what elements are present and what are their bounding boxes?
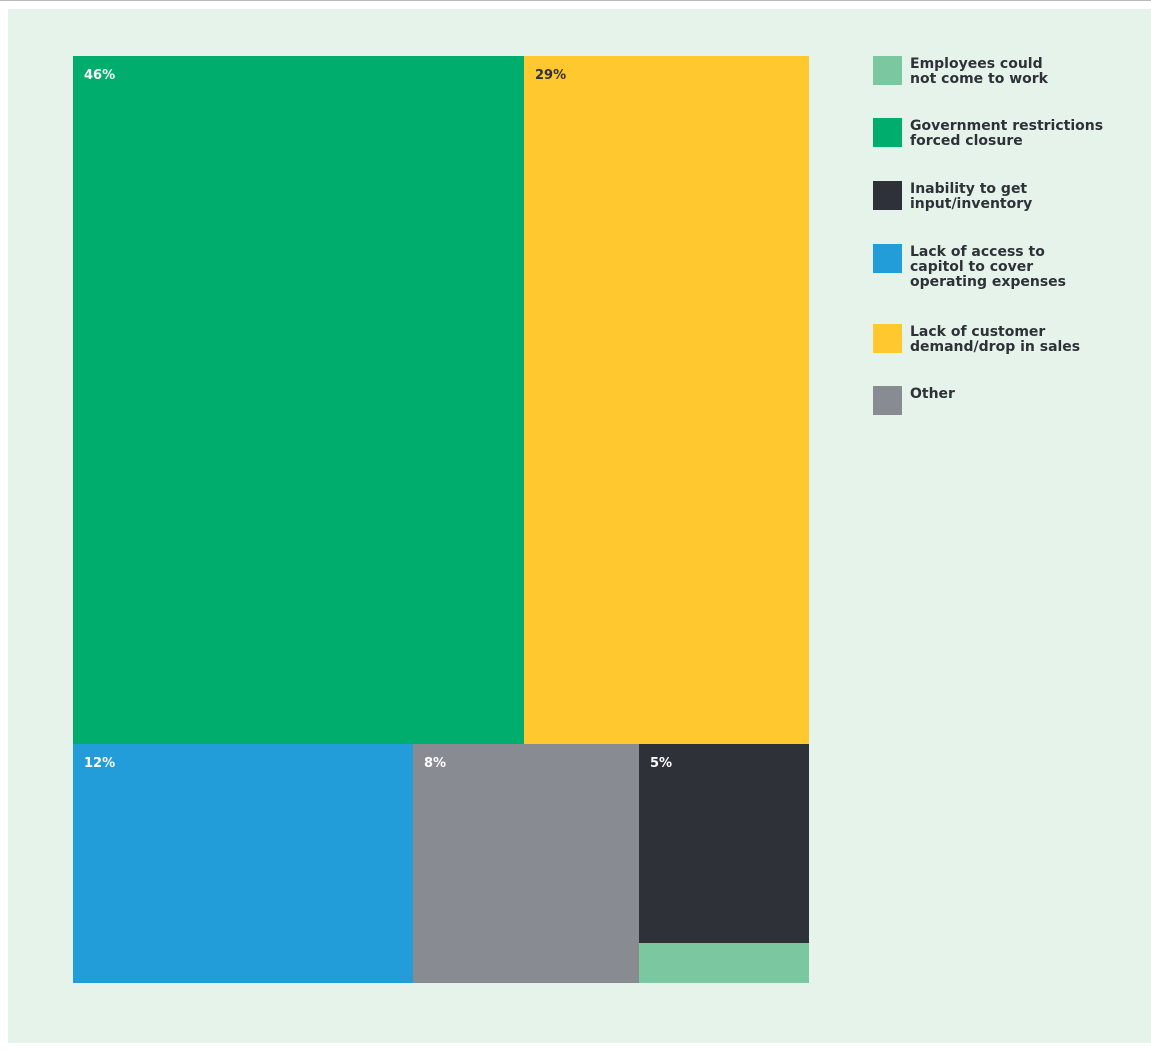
- tile-label-inability-to-get-input-inventory: 5%: [650, 756, 672, 771]
- tile-inability-to-get-input-inventory: [639, 744, 809, 943]
- legend-swatch-government: [873, 118, 902, 147]
- tile-other: [413, 744, 639, 983]
- tile-label-lack-of-access-to-capitol-to-cover-operating-expenses: 12%: [84, 756, 115, 771]
- tile-label-lack-of-customer-demand-drop-in-sales: 29%: [535, 68, 566, 83]
- tile-label-government-restrictions-forced-closure: 46%: [84, 68, 115, 83]
- legend-swatch-employees: [873, 56, 902, 85]
- tile-lack-of-customer-demand-drop-in-sales: [524, 56, 809, 744]
- legend-label-inventory: Inability to get input/inventory: [910, 181, 1033, 212]
- top-divider: [0, 0, 1151, 1]
- legend-swatch-demand: [873, 324, 902, 353]
- legend-label-capital: Lack of access to capitol to cover opera…: [910, 244, 1067, 290]
- legend-swatch-capital: [873, 244, 902, 273]
- legend-label-other: Other: [910, 386, 955, 402]
- tile-label-other: 8%: [424, 756, 446, 771]
- legend-swatch-inventory: [873, 181, 902, 210]
- legend-label-demand: Lack of customer demand/drop in sales: [910, 324, 1081, 355]
- legend-label-employees: Employees could not come to work: [910, 56, 1048, 87]
- tile-lack-of-access-to-capitol-to-cover-operating-expenses: [73, 744, 413, 983]
- legend-label-government: Government restrictions forced closure: [910, 118, 1104, 149]
- tile-employees-could-not-come-to-work: [639, 943, 809, 983]
- tile-government-restrictions-forced-closure: [73, 56, 524, 744]
- legend-swatch-other: [873, 386, 902, 415]
